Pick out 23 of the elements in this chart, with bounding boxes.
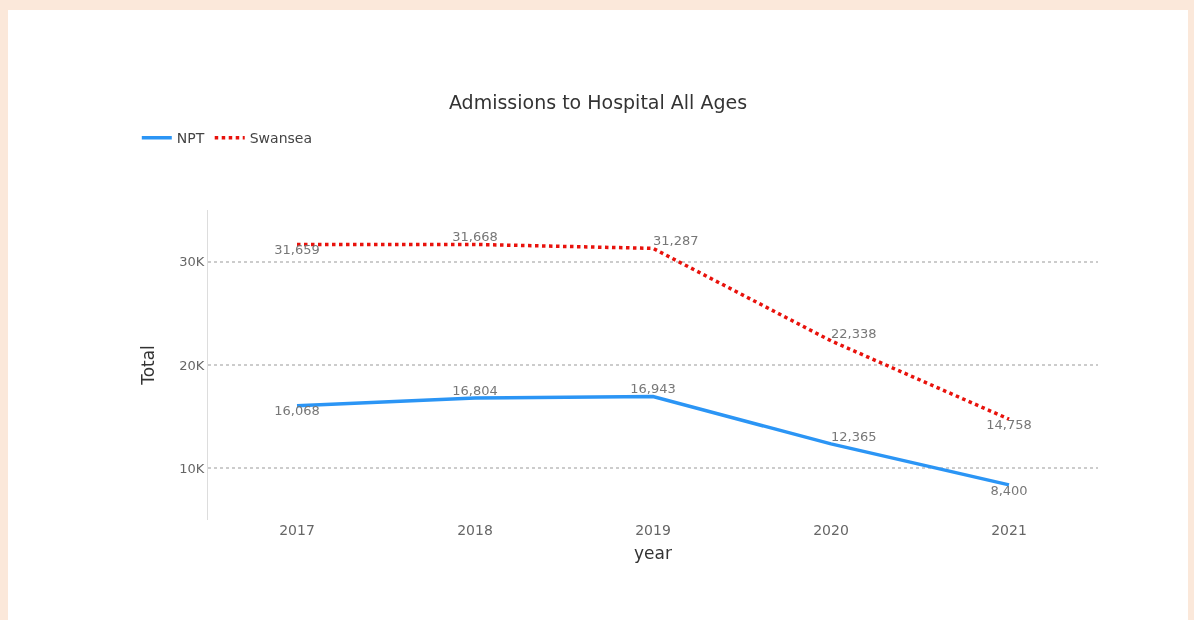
y-tick-label: 10K [179,460,205,476]
x-tick-label: 2020 [813,522,849,538]
data-label: 31,287 [653,233,699,249]
chart-title: Admissions to Hospital All Ages [448,90,748,113]
data-label: 31,659 [274,242,320,258]
data-label: 16,068 [274,403,320,419]
x-tick-label: 2019 [635,522,671,538]
x-tick-label: 2017 [279,522,315,538]
legend-label: NPT [176,130,205,147]
x-axis-title: year [634,543,672,564]
data-label: 12,365 [831,428,877,444]
x-tick-label: 2021 [991,522,1027,538]
data-label: 16,943 [630,381,676,397]
y-tick-label: 20K [179,357,205,373]
data-label: 31,668 [452,229,498,245]
legend-label: Swansea [249,130,312,147]
data-label: 16,804 [452,382,498,398]
data-label: 22,338 [831,325,877,341]
data-label: 8,400 [990,482,1028,498]
y-tick-label: 30K [179,254,205,270]
data-label: 14,758 [986,416,1032,432]
x-tick-label: 2018 [457,522,493,538]
y-axis-title: Total [137,345,158,386]
